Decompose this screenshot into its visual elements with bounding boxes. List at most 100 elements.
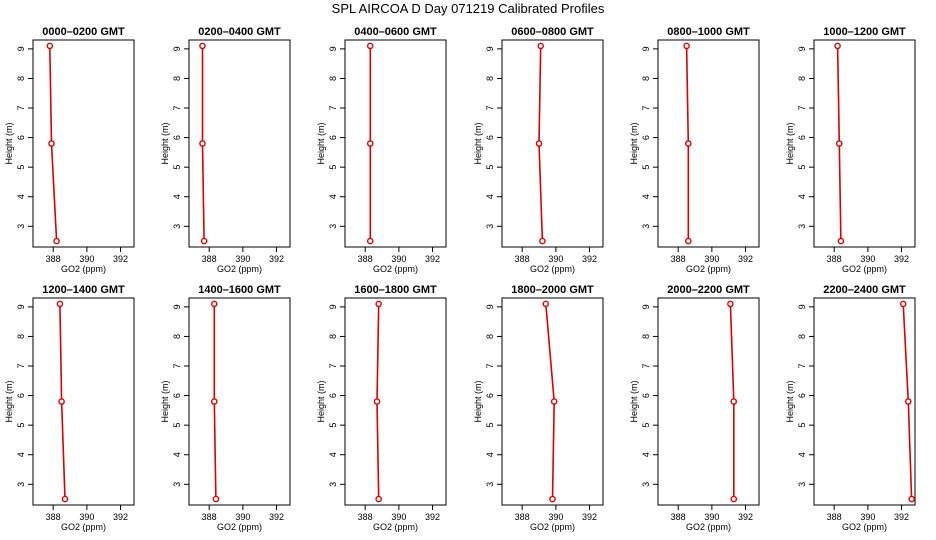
x-tick-label: 388 [515,254,530,264]
plot-frame [32,39,135,248]
y-tick-label: 6 [485,135,495,140]
x-tick-label: 390 [79,254,94,264]
x-axis-label: GO2 (ppm) [842,522,887,532]
y-tick-label: 3 [172,482,182,487]
y-tick-label: 5 [641,165,651,170]
x-tick-label: 390 [391,254,406,264]
y-tick-label: 6 [328,393,338,398]
panel-3: 0400–0600 GMT 388 390 392 3 4 5 6 7 8 9 GO2 (ppm) He… [316,26,447,274]
plot-frame [813,297,916,506]
x-tick-label: 390 [548,512,563,522]
y-tick-label: 4 [16,194,26,199]
x-tick-label: 390 [860,254,875,264]
y-tick-label: 4 [172,194,182,199]
y-tick-label: 8 [641,76,651,81]
y-tick-label: 6 [16,393,26,398]
y-tick-label: 8 [172,334,182,339]
x-tick-label: 388 [358,512,373,522]
y-tick-label: 3 [328,482,338,487]
y-tick-label: 7 [16,364,26,369]
x-axis-label: GO2 (ppm) [530,522,575,532]
x-tick-label: 388 [671,512,686,522]
data-point [53,237,60,245]
y-tick-label: 8 [485,76,495,81]
panel-8: 1400–1600 GMT 388 390 392 3 4 5 6 7 8 9 GO2 (ppm) He… [160,284,291,532]
y-tick-label: 5 [641,423,651,428]
y-tick-label: 4 [328,194,338,199]
x-tick-label: 392 [425,512,440,522]
panel-9: 1600–1800 GMT 388 390 392 3 4 5 6 7 8 9 GO2 (ppm) He… [316,284,447,532]
data-point [683,42,690,50]
x-tick-label: 390 [79,512,94,522]
y-tick-label: 7 [641,364,651,369]
data-point [904,398,912,405]
y-tick-label: 8 [641,334,651,339]
data-point [58,398,65,405]
y-tick-label: 3 [797,482,807,487]
y-tick-label: 3 [485,482,495,487]
x-axis-label: GO2 (ppm) [217,522,262,532]
data-point [542,300,550,308]
y-tick-label: 5 [172,423,182,428]
y-tick-label: 8 [16,76,26,81]
x-tick-label: 390 [704,254,719,264]
data-point [537,42,545,50]
y-tick-label: 5 [172,165,182,170]
plot-frame [657,39,760,248]
y-tick-label: 4 [485,194,495,199]
x-axis-label: GO2 (ppm) [61,264,106,274]
y-tick-label: 4 [485,452,495,457]
y-axis-label: Height (m) [316,122,326,164]
y-tick-label: 3 [641,224,651,229]
y-tick-label: 8 [485,334,495,339]
y-tick-label: 9 [641,46,651,51]
y-tick-label: 5 [485,165,495,170]
x-tick-label: 388 [515,512,530,522]
y-tick-label: 5 [16,165,26,170]
y-tick-label: 5 [328,165,338,170]
data-point [46,42,54,50]
y-tick-label: 9 [328,304,338,309]
data-point [373,398,381,405]
data-point [837,237,845,245]
y-tick-label: 9 [172,46,182,51]
y-tick-label: 4 [172,452,182,457]
y-tick-label: 8 [797,76,807,81]
panel-title: 1200–1400 GMT [42,284,125,296]
y-tick-label: 5 [485,423,495,428]
y-axis-label: Height (m) [785,122,795,164]
y-tick-label: 9 [16,46,26,51]
y-axis-label: Height (m) [629,122,639,164]
y-tick-label: 7 [641,106,651,111]
y-axis-label: Height (m) [473,122,483,164]
x-tick-label: 390 [391,512,406,522]
y-tick-label: 3 [16,224,26,229]
y-axis-label: Height (m) [629,380,639,422]
panel-12: 2200–2400 GMT 388 390 392 3 4 5 6 7 8 9 GO2 (ppm) He… [785,284,916,532]
x-tick-label: 392 [269,512,284,522]
data-point [366,140,374,147]
y-tick-label: 5 [16,423,26,428]
y-axis-label: Height (m) [4,122,14,164]
x-tick-label: 390 [235,254,250,264]
y-tick-label: 6 [641,393,651,398]
x-axis-label: GO2 (ppm) [686,264,731,274]
data-point [56,300,64,308]
x-tick-label: 392 [113,254,128,264]
x-tick-label: 392 [738,254,753,264]
y-axis-label: Height (m) [160,380,170,422]
data-point [210,398,218,405]
y-tick-label: 8 [328,76,338,81]
panel-10: 1800–2000 GMT 388 390 392 3 4 5 6 7 8 9 GO2 (ppm) He… [473,284,604,532]
y-tick-label: 6 [328,135,338,140]
y-tick-label: 7 [485,106,495,111]
y-tick-label: 9 [172,304,182,309]
y-tick-label: 7 [16,106,26,111]
plot-frame [501,297,604,506]
data-point [549,495,556,503]
x-axis-label: GO2 (ppm) [373,264,418,274]
plot-frame [188,297,291,506]
y-tick-label: 7 [172,106,182,111]
panel-title: 2200–2400 GMT [823,284,906,296]
